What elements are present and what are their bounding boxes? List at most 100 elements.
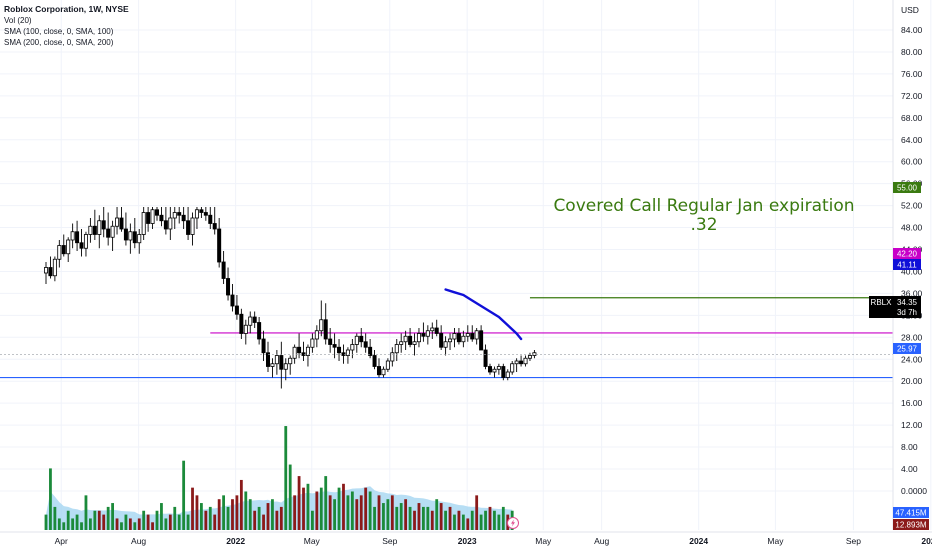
volume-bar (497, 514, 501, 530)
candle-body (519, 360, 524, 365)
volume-bar (191, 487, 194, 530)
volume-bar (195, 495, 199, 530)
candle-body (75, 231, 80, 244)
candle-body (323, 319, 328, 340)
volume-bar (235, 495, 239, 530)
volume-bar (49, 468, 52, 530)
volume-bar (297, 476, 301, 530)
volume-bar (275, 510, 279, 530)
volume-bar (155, 510, 159, 530)
volume-bar (231, 499, 234, 530)
volume-bar (426, 506, 430, 530)
candle-body (403, 335, 408, 343)
candle-body (305, 346, 310, 356)
candle-body (345, 349, 350, 356)
svg-text:25.97: 25.97 (897, 345, 918, 354)
resistance-badge: 42.20 (893, 248, 921, 259)
legend-sma-100[interactable]: SMA (100, close, 0, SMA, 100) (4, 27, 114, 36)
candle-body (292, 346, 297, 359)
volume-bar (488, 506, 492, 530)
volume-bar (377, 495, 381, 530)
candle-body (243, 324, 248, 334)
volume-bar (137, 518, 141, 530)
volume-bar (333, 499, 336, 530)
volume-bar (386, 499, 390, 530)
volume-bar (115, 518, 119, 530)
candle-body (496, 366, 501, 370)
volume-bar (457, 510, 461, 530)
candle-body (372, 355, 377, 367)
volume-bar (80, 522, 83, 530)
legend-sma-200[interactable]: SMA (200, close, 0, SMA, 200) (4, 38, 114, 47)
volume-bar (417, 503, 421, 530)
volume-bar (57, 518, 61, 530)
volume-bar (342, 483, 345, 530)
volume-bar (208, 506, 212, 530)
volume-bar (53, 506, 57, 530)
candle-body (394, 344, 399, 354)
volume-bar (346, 495, 350, 530)
price-tick-label: 40.00 (901, 266, 923, 276)
support-badge: 25.97 (893, 343, 921, 354)
candle-body (110, 225, 115, 238)
candle-body (341, 352, 346, 356)
candle-body (172, 212, 177, 219)
candle-body (297, 346, 302, 354)
volume-bar (257, 506, 261, 530)
candle-body (487, 366, 492, 373)
volume-bar (146, 514, 150, 530)
volume-bar (186, 514, 190, 530)
candle-body (376, 366, 381, 376)
price-tick-label: 8.00 (901, 442, 918, 452)
volume-bar (319, 487, 323, 530)
svg-text:47.415M: 47.415M (895, 509, 926, 518)
price-tick-label: 68.00 (901, 113, 923, 123)
price-tick-label: 0.0000 (901, 486, 927, 496)
candle-body (368, 346, 373, 356)
volume-bar (328, 495, 332, 530)
grid (0, 0, 932, 530)
candle-body (527, 355, 532, 359)
bolt-icon[interactable] (507, 517, 519, 529)
candle-body (359, 335, 364, 343)
volume-bar (382, 503, 385, 530)
candle-body (230, 294, 235, 307)
candle-body (257, 322, 262, 340)
legend-vol[interactable]: Vol (20) (4, 16, 32, 25)
candle-body (181, 214, 186, 222)
volume-bar (164, 518, 168, 530)
candle-body (88, 225, 93, 235)
legend-title[interactable]: Roblox Corporation, 1W, NYSE (4, 4, 129, 14)
candle-body (465, 333, 470, 337)
candle-body (448, 338, 453, 343)
sma-layer (444, 288, 523, 341)
volume-bar (71, 518, 75, 530)
volume-bar (89, 518, 92, 530)
volume-bar (359, 495, 363, 530)
candle-body (137, 234, 142, 244)
svg-text:42.20: 42.20 (897, 250, 918, 259)
volume-bar (142, 510, 146, 530)
volume-bar (399, 503, 403, 530)
price-tick-label: 16.00 (901, 398, 923, 408)
volume-bar (444, 510, 447, 530)
candle-body (439, 333, 444, 348)
time-tick-label: Aug (594, 536, 609, 546)
candle-body (443, 341, 448, 348)
volume-bar (93, 510, 97, 530)
volume-bar (151, 522, 154, 530)
price-tick-label: 12.00 (901, 420, 923, 430)
candle-body (115, 217, 120, 227)
chart-legend: Roblox Corporation, 1W, NYSE Vol (20) SM… (4, 4, 129, 48)
time-tick-label: 2023 (458, 536, 477, 546)
time-axis[interactable]: Apr Aug 2022 May Sep 2023 May Aug 2024 May Sep 2025… (55, 536, 932, 546)
candle-body (501, 366, 506, 378)
candles-layer (44, 207, 537, 389)
volume-bar (262, 514, 265, 530)
candle-body (283, 363, 288, 370)
price-tick-label: 4.00 (901, 464, 918, 474)
volume-bar (160, 503, 163, 530)
svg-text:55.00: 55.00 (897, 184, 918, 193)
candle-body (381, 368, 386, 376)
